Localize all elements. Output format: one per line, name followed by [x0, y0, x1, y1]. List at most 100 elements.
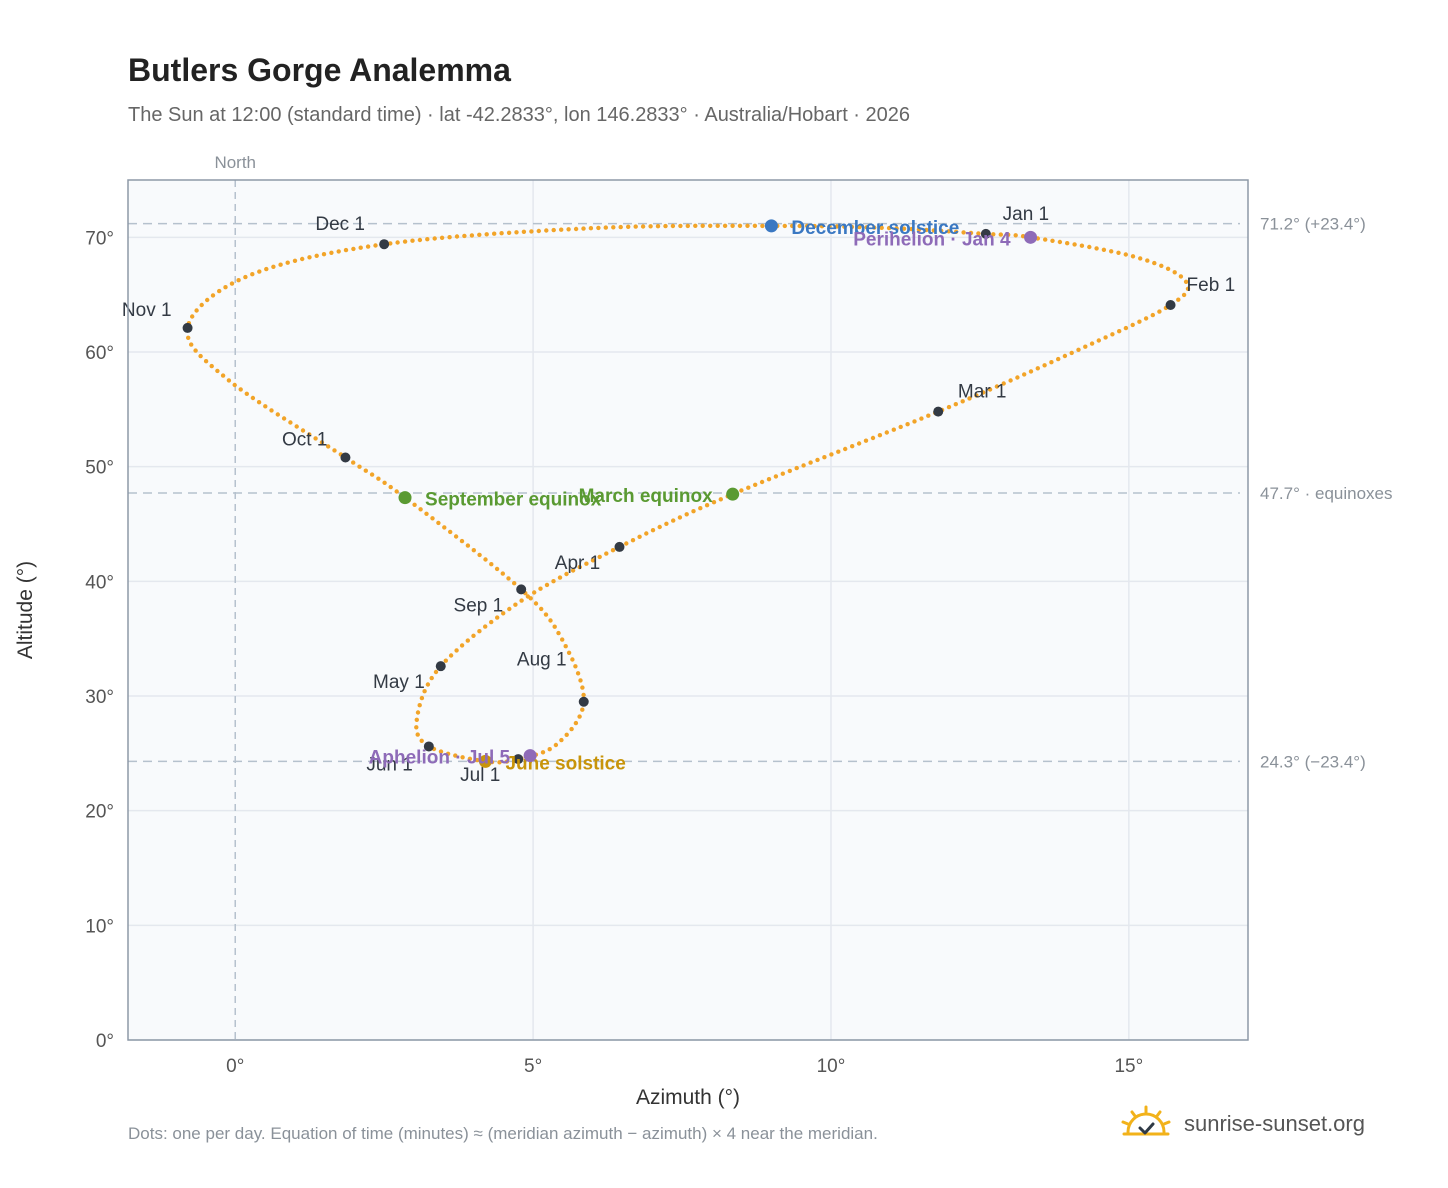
daily-sun-dot [538, 586, 543, 591]
daily-sun-dot [678, 223, 683, 229]
daily-sun-dot [357, 464, 362, 469]
x-tick-label: 10° [817, 1056, 846, 1077]
daily-sun-dot [528, 596, 533, 601]
daily-sun-dot [1109, 249, 1114, 254]
daily-sun-dot [976, 231, 981, 236]
daily-sun-dot [1137, 319, 1142, 324]
daily-sun-dot [1021, 372, 1027, 377]
daily-sun-dot [504, 759, 510, 764]
daily-sun-dot [193, 348, 198, 353]
daily-sun-dot [836, 449, 841, 454]
daily-sun-dot [991, 232, 996, 237]
daily-sun-dot [288, 420, 293, 425]
event-label: September equinox [425, 490, 602, 511]
footnote: Dots: one per day. Equation of time (min… [128, 1124, 878, 1143]
daily-sun-dot [718, 497, 723, 502]
daily-sun-dot [759, 479, 765, 485]
daily-sun-dot [319, 440, 325, 445]
daily-sun-dot [566, 650, 572, 655]
daily-sun-dot [1165, 266, 1171, 271]
month-label: Nov 1 [122, 300, 172, 321]
daily-sun-dot [220, 373, 226, 378]
daily-sun-dot [269, 408, 274, 413]
daily-sun-dot [953, 402, 958, 407]
daily-sun-dot [217, 288, 222, 294]
daily-sun-dot [494, 566, 500, 572]
daily-sun-dot [223, 285, 228, 290]
daily-sun-dot [553, 742, 559, 748]
x-axis-label: Azimuth (°) [636, 1086, 740, 1109]
daily-sun-dot [626, 224, 631, 229]
month-label: Dec 1 [315, 214, 365, 235]
daily-sun-dot [596, 225, 601, 231]
daily-sun-dot [1056, 356, 1061, 362]
month-marker [513, 754, 524, 765]
y-tick-label: 60° [85, 343, 114, 364]
daily-sun-dot [532, 590, 537, 595]
daily-sun-dot [1065, 241, 1070, 246]
daily-sun-dot [477, 552, 482, 558]
daily-sun-dot [931, 228, 936, 233]
daily-sun-dot [1013, 233, 1018, 238]
brand-logo[interactable]: sunrise-sunset.org [1120, 1102, 1365, 1146]
month-marker [980, 228, 991, 239]
daily-sun-dot [630, 538, 636, 543]
y-tick-label: 40° [85, 572, 114, 593]
month-marker [435, 661, 446, 672]
event-label: Perihelion · Jan 4 [853, 229, 1011, 250]
daily-sun-dot [884, 430, 889, 435]
daily-sun-dot [559, 227, 564, 232]
daily-sun-dot [1096, 338, 1102, 343]
daily-sun-dot [489, 619, 494, 625]
daily-sun-dot [926, 413, 931, 418]
y-tick-label: 0° [96, 1031, 114, 1052]
daily-sun-dot [905, 422, 910, 427]
daily-sun-dot [373, 243, 378, 248]
daily-sun-dot [1101, 247, 1107, 252]
daily-sun-dot [886, 225, 892, 231]
daily-sun-dot [203, 359, 209, 364]
daily-sun-dot [467, 756, 473, 761]
daily-sun-dot [1062, 353, 1068, 359]
daily-sun-dot [1057, 239, 1063, 245]
daily-sun-dot [604, 551, 609, 556]
event-marker [398, 491, 412, 505]
daily-sun-dot [1049, 360, 1054, 365]
daily-sun-dot [419, 738, 424, 743]
daily-sun-dot [388, 484, 393, 490]
daily-sun-dot [445, 751, 451, 756]
daily-sun-dot [1183, 279, 1189, 284]
daily-sun-dot [438, 749, 444, 754]
daily-sun-dot [430, 516, 435, 521]
daily-sun-dot [382, 480, 387, 485]
daily-sun-dot [894, 226, 899, 231]
daily-sun-dot [439, 235, 445, 240]
daily-sun-dot [570, 657, 575, 662]
daily-sun-dot [250, 395, 256, 401]
daily-sun-dot [850, 444, 855, 449]
daily-sun-dot [704, 503, 710, 508]
month-label: Jul 1 [460, 765, 500, 786]
daily-sun-dot [801, 463, 806, 468]
month-marker [340, 452, 351, 463]
daily-sun-dot [916, 227, 922, 232]
daily-sun-dot [190, 314, 195, 319]
daily-sun-dot [454, 234, 460, 239]
daily-sun-dot [424, 511, 429, 516]
daily-sun-dot [577, 564, 582, 570]
plot-frame [127, 179, 1249, 1041]
daily-sun-dot [460, 755, 465, 760]
daily-sun-dot [570, 568, 576, 573]
daily-sun-dot [443, 658, 448, 663]
daily-sun-dot [578, 678, 583, 683]
daily-sun-dot [1116, 250, 1121, 255]
month-marker [379, 239, 390, 250]
daily-sun-dot [961, 230, 966, 235]
daily-sun-dot [500, 571, 505, 576]
daily-sun-dot [560, 637, 565, 642]
daily-sun-dot [872, 225, 877, 230]
daily-sun-dot [257, 269, 262, 274]
daily-sun-dot [414, 717, 419, 722]
daily-sun-dot [425, 682, 431, 687]
